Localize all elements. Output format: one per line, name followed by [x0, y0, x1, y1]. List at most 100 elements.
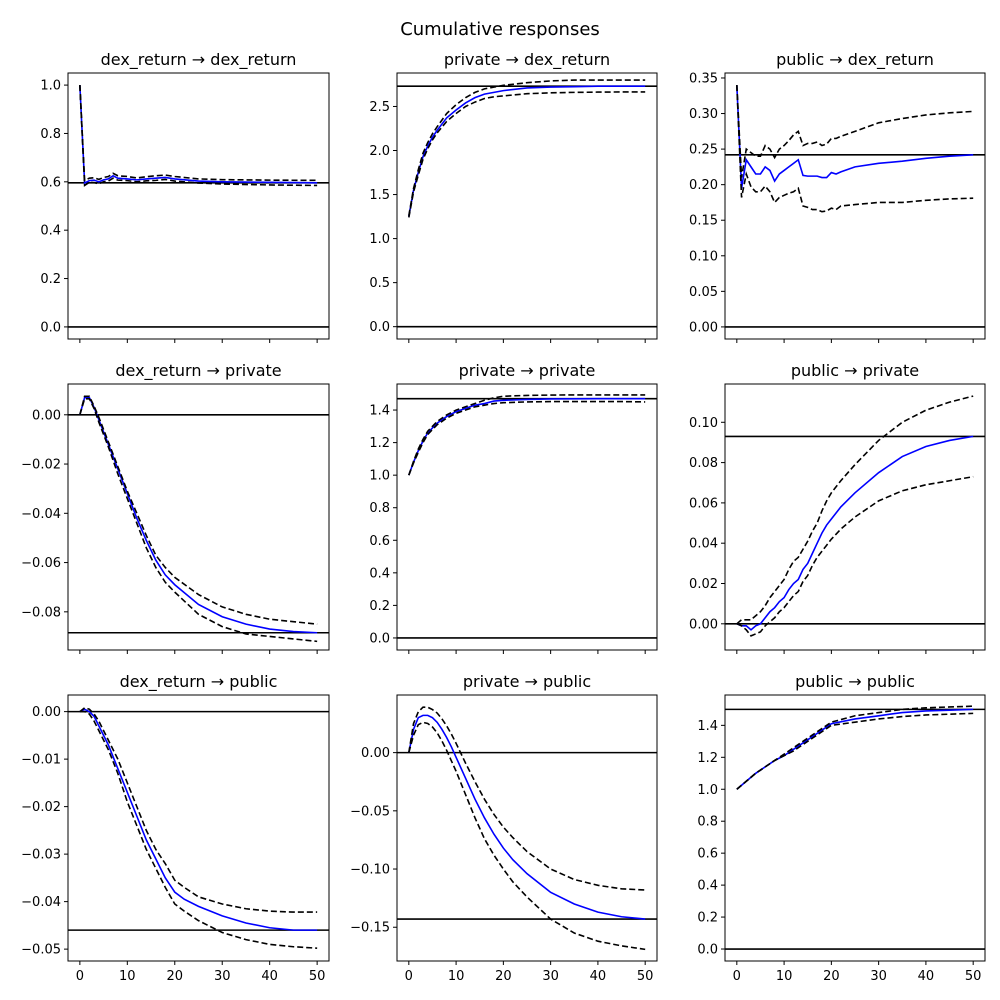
y-tick-label: 0.08 [689, 456, 718, 471]
panel-title: dex_return → public [120, 672, 278, 692]
plot-area [725, 85, 985, 328]
plot-area [68, 85, 329, 328]
x-tick-label: 0 [733, 969, 741, 984]
x-tick-label: 40 [918, 969, 935, 984]
panel-3: dex_return → private 0.00 −0.02 −0.04 −0.06 −… [21, 361, 330, 654]
y-tick-label: −0.03 [21, 848, 61, 863]
panel-title: public → private [791, 361, 919, 380]
panel-title: dex_return → private [115, 361, 281, 381]
y-tick-label: 0.00 [361, 746, 390, 761]
x-tick-label: 0 [405, 969, 413, 984]
x-tick-label: 30 [870, 969, 887, 984]
y-tick-label: −0.04 [21, 507, 61, 522]
panel-title: private → public [463, 672, 591, 691]
panel-7: private → public 0 10 20 30 40 50 0.00 −0.05 −0.1… [350, 672, 658, 984]
y-tick-label: 1.5 [369, 188, 390, 203]
panel-5: public → private 0.00 0.02 0.04 0.06 0.08 0.10 [689, 361, 986, 654]
x-tick-label: 10 [119, 969, 136, 984]
x-tick-label: 20 [823, 969, 840, 984]
y-tick-label: 1.0 [697, 783, 718, 798]
y-tick-label: −0.06 [21, 556, 61, 571]
y-tick-label: 0.6 [697, 847, 718, 862]
y-tick-label: 0.4 [697, 879, 718, 894]
y-tick-label: 0.10 [689, 249, 718, 264]
y-tick-label: −0.08 [21, 605, 61, 620]
y-tick-label: 0.0 [369, 631, 390, 646]
y-tick-label: −0.02 [21, 458, 61, 473]
axes-frame [396, 694, 658, 962]
y-tick-label: −0.15 [350, 921, 390, 936]
y-tick-label: 0.4 [40, 224, 61, 239]
lower-band-line [408, 400, 646, 476]
upper-band-line [408, 394, 646, 476]
panel-title: public → dex_return [776, 50, 934, 70]
panel-0: dex_return → dex_return 0.0 0.2 0.4 0.6 0.8 1.… [40, 50, 330, 343]
x-tick-label: 30 [214, 969, 231, 984]
y-tick-label: −0.10 [350, 863, 390, 878]
plot-area [397, 79, 657, 328]
y-tick-label: 1.2 [697, 751, 718, 766]
y-tick-label: 0.8 [697, 815, 718, 830]
y-tick-label: −0.02 [21, 800, 61, 815]
y-tick-label: −0.05 [21, 943, 61, 958]
axes-frame [724, 383, 986, 651]
x-tick-label: 20 [166, 969, 183, 984]
y-tick-label: −0.04 [21, 895, 61, 910]
y-tick-label: 0.2 [369, 599, 390, 614]
irf-line [408, 397, 646, 476]
plot-area [397, 394, 657, 639]
x-tick-label: 30 [542, 969, 559, 984]
y-tick-label: −0.01 [21, 753, 61, 768]
x-tick-label: 50 [309, 969, 326, 984]
upper-band-line [408, 706, 646, 891]
y-tick-label: 0.00 [689, 320, 718, 335]
lower-band-line [79, 710, 318, 949]
panels: dex_return → dex_return 0.0 0.2 0.4 0.6 0.8 1.… [21, 50, 986, 984]
axes-frame [724, 694, 986, 962]
upper-band-line [736, 395, 974, 625]
y-tick-label: 0.05 [689, 285, 718, 300]
y-tick-label: 0.30 [689, 107, 718, 122]
y-tick-label: 2.0 [369, 144, 390, 159]
y-tick-label: 2.5 [369, 100, 390, 115]
irf-line [79, 85, 318, 185]
panel-8: public → public 0 10 20 30 40 50 0.0 0.2 0.4 0.6 0.… [697, 672, 986, 984]
irf-line [736, 85, 974, 189]
y-tick-label: 0.0 [40, 320, 61, 335]
y-tick-label: 0.5 [369, 276, 390, 291]
panel-4: private → private 0.0 0.2 0.4 0.6 0.8 1.0 1.2 1.… [369, 361, 658, 654]
axes-frame [724, 72, 986, 340]
y-tick-label: 0.00 [32, 705, 61, 720]
irf-line [408, 85, 646, 217]
lower-band-line [736, 85, 974, 213]
x-tick-label: 10 [448, 969, 465, 984]
x-tick-label: 20 [495, 969, 512, 984]
x-tick-label: 40 [590, 969, 607, 984]
lower-band-line [408, 91, 646, 218]
irf-line [79, 708, 318, 931]
y-tick-label: 0.4 [369, 566, 390, 581]
y-tick-label: 0.00 [689, 617, 718, 632]
upper-band-line [736, 705, 974, 790]
y-tick-label: 0.6 [369, 534, 390, 549]
y-tick-label: 0.00 [32, 408, 61, 423]
panel-title: private → dex_return [444, 50, 610, 70]
x-tick-label: 40 [261, 969, 278, 984]
y-tick-label: 0.15 [689, 214, 718, 229]
lower-band-line [736, 712, 974, 790]
y-tick-label: 0.6 [40, 175, 61, 190]
axes-frame [396, 72, 658, 340]
y-tick-label: 0.25 [689, 143, 718, 158]
irf-line [408, 714, 646, 920]
plot-area [725, 395, 985, 637]
axes-frame [67, 694, 330, 962]
upper-band-line [79, 706, 318, 913]
upper-band-line [79, 85, 318, 182]
plot-area [397, 706, 657, 951]
irf-line [736, 435, 974, 631]
y-tick-label: 0.0 [697, 943, 718, 958]
y-tick-label: 0.8 [369, 501, 390, 516]
irf-line [79, 396, 318, 634]
y-tick-label: 0.10 [689, 416, 718, 431]
